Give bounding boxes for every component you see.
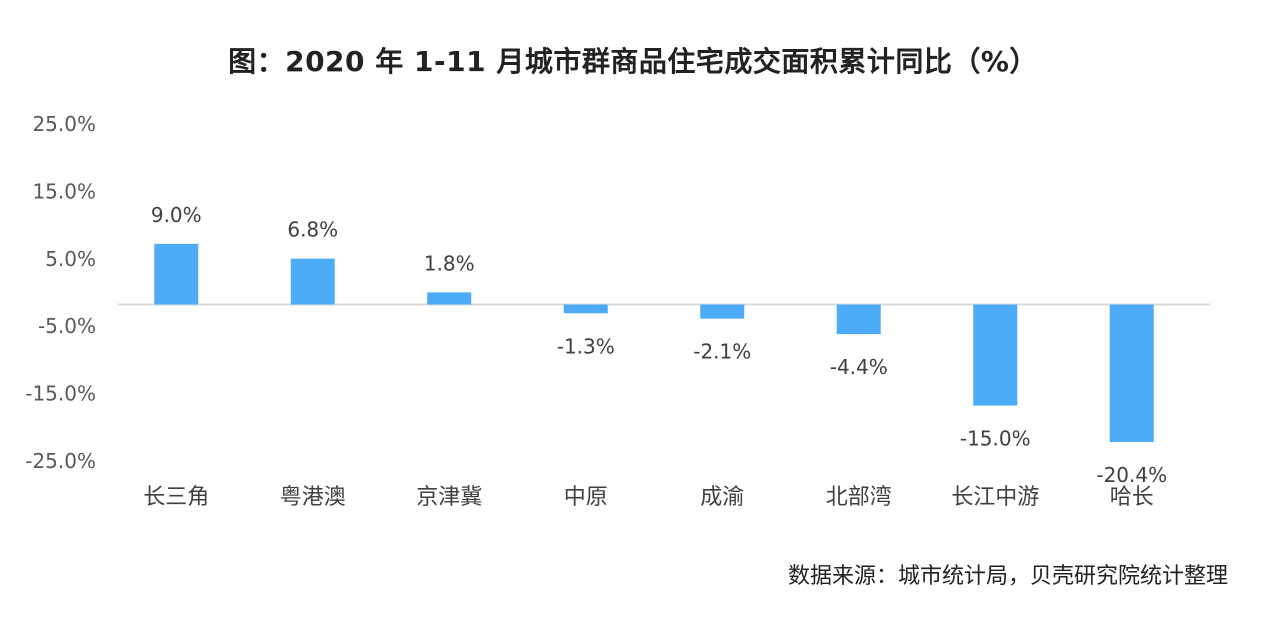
category-label: 成渝 [700,485,744,510]
data-label: 6.8% [287,218,338,242]
category-labels-group: 长三角 粤港澳 京津冀 中原 成渝 北部湾 长江中游 哈长 [143,485,1154,510]
category-label: 长江中游 [951,485,1039,510]
data-label: -2.1% [693,340,751,364]
data-label: -4.4% [830,355,888,379]
category-label: 粤港澳 [280,485,346,510]
bars-group [154,243,1154,442]
category-label: 北部湾 [826,485,892,510]
data-labels-group: 9.0% 6.8% 1.8% -1.3% -2.1% -4.4% -15.0% -20.4% [151,203,1167,487]
y-tick-label: -5.0% [38,314,96,338]
y-tick-label: -15.0% [25,382,96,406]
category-label: 长三角 [143,485,209,510]
data-label: -20.4% [1096,463,1167,487]
bar [290,258,335,305]
bar [154,243,199,305]
category-label: 京津冀 [416,485,482,510]
data-label: -1.3% [557,334,615,358]
y-axis-ticks: 25.0% 15.0% 5.0% -5.0% -15.0% -25.0% [25,112,96,473]
data-label: -15.0% [960,427,1031,451]
category-label: 哈长 [1110,485,1154,510]
y-tick-label: -25.0% [25,449,96,473]
bar [836,304,881,335]
bar [700,304,745,319]
data-label: 9.0% [151,203,202,227]
bar [973,304,1018,406]
bar [427,292,472,305]
category-label: 中原 [564,485,608,510]
bar [1109,304,1154,442]
data-label: 1.8% [424,251,475,275]
source-note: 数据来源：城市统计局，贝壳研究院统计整理 [787,564,1228,589]
chart-title: 图：2020 年 1-11 月城市群商品住宅成交面积累计同比（%） [228,45,1038,78]
bar [563,304,608,314]
y-tick-label: 5.0% [45,247,96,271]
y-tick-label: 25.0% [32,112,96,136]
y-tick-label: 15.0% [32,179,96,203]
